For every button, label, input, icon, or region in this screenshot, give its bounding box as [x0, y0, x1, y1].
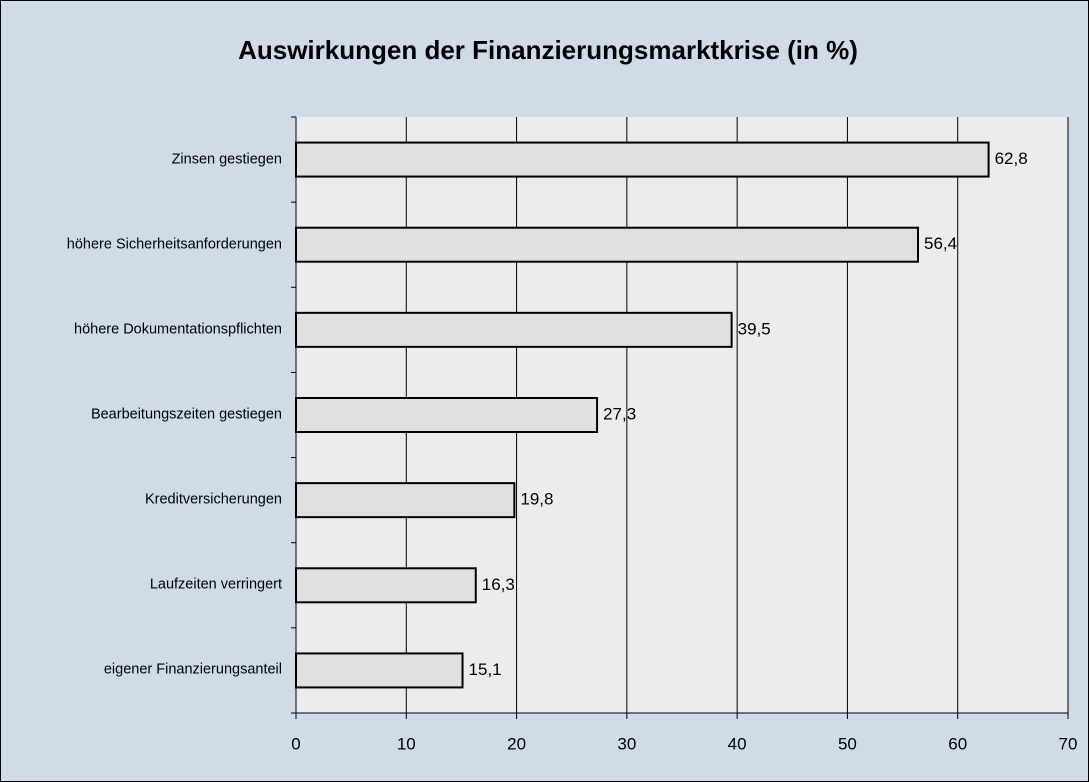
x-tick-label: 70	[1059, 734, 1078, 753]
bar	[295, 567, 477, 604]
x-tick-label: 10	[397, 734, 416, 753]
x-tick-label: 60	[948, 734, 967, 753]
value-label: 56,4	[924, 234, 957, 253]
x-tick-label: 20	[507, 734, 526, 753]
bar	[295, 311, 733, 348]
value-label: 15,1	[469, 660, 502, 679]
bar	[295, 652, 464, 689]
value-label: 16,3	[482, 575, 515, 594]
y-tick-label: Laufzeiten verringert	[149, 576, 282, 593]
bar	[295, 226, 920, 263]
value-label: 19,8	[520, 490, 553, 509]
x-tick-label: 40	[728, 734, 747, 753]
value-label: 62,8	[995, 149, 1028, 168]
bar	[295, 482, 516, 519]
chart-title: Auswirkungen der Finanzierungsmarktkrise…	[238, 35, 858, 65]
x-tick-label: 30	[617, 734, 636, 753]
y-tick-label: Zinsen gestiegen	[171, 151, 282, 168]
bar	[295, 397, 599, 433]
y-tick-label: eigener Finanzierungsanteil	[103, 661, 282, 678]
value-label: 27,3	[603, 404, 636, 423]
x-tick-label: 50	[838, 734, 857, 753]
bar	[295, 141, 990, 178]
y-tick-label: Bearbeitungszeiten gestiegen	[90, 406, 282, 423]
value-label: 39,5	[738, 319, 771, 338]
y-tick-label: Kreditversicherungen	[144, 491, 282, 508]
y-tick-label: höhere Sicherheitsanforderungen	[66, 236, 282, 253]
x-tick-label: 0	[291, 734, 300, 753]
y-tick-label: höhere Dokumentationspflichten	[74, 321, 282, 338]
